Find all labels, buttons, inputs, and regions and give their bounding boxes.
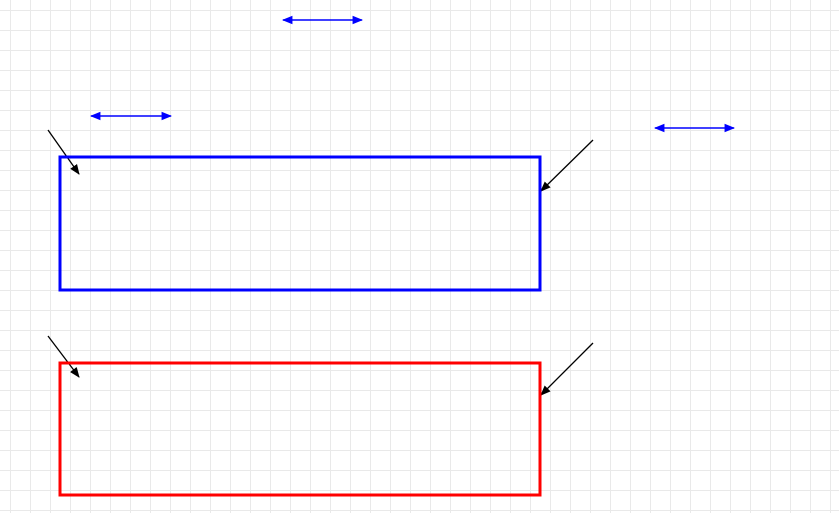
core2-box bbox=[58, 361, 542, 497]
core1-box bbox=[58, 155, 542, 292]
pointer-thread-block-1 bbox=[47, 129, 80, 175]
pointer-core1 bbox=[540, 139, 594, 192]
pointer-thread-block-2 bbox=[47, 335, 80, 378]
pointer-core2 bbox=[540, 342, 594, 396]
